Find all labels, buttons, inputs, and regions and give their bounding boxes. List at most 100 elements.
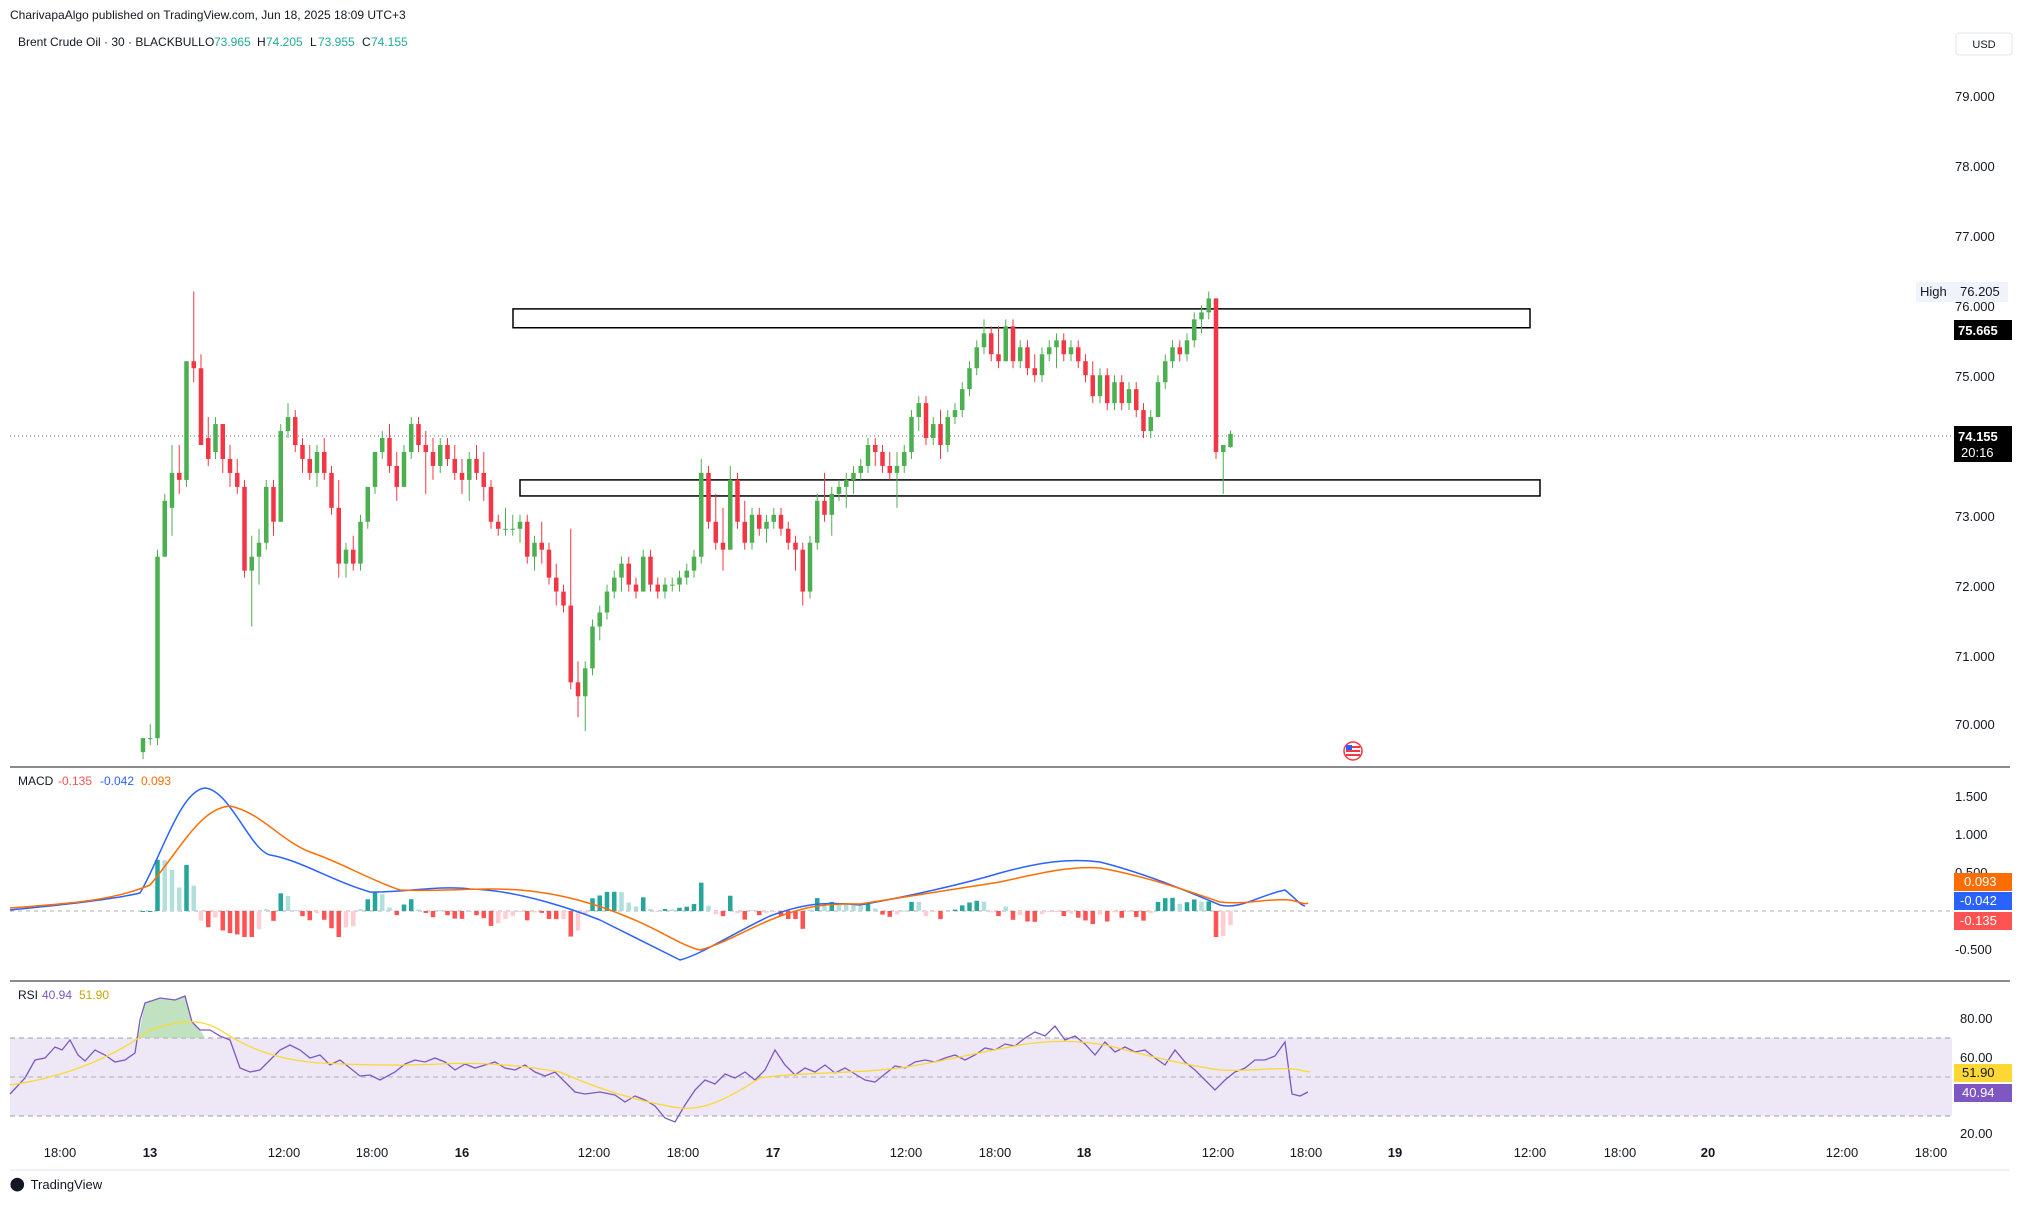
macd-hist-bar [844,904,849,911]
candle-body [938,424,943,445]
candle-body [409,424,414,452]
macd-hist-bar [575,911,581,931]
rsi-fill-over [138,996,205,1038]
time-tick-label: 18 [1077,1145,1091,1160]
tradingview-logo[interactable]: ⬤ TradingView [10,1176,102,1192]
macd-hist-bar [967,902,972,911]
candle-body [1206,298,1211,313]
macd-hist-bar [1039,911,1045,914]
candle-body [974,347,979,369]
macd-hist-bar [314,911,320,914]
macd-hist-bar [1112,911,1117,913]
time-tick-label: 12:00 [1514,1145,1547,1160]
candle-body [641,556,646,592]
candle-body [1112,382,1117,404]
candle-body [503,528,508,530]
candle-body [336,507,341,564]
macd-hist-bar [1018,911,1023,916]
zone-box [512,308,1531,329]
time-tick-label: 18:00 [979,1145,1012,1160]
high-value: 74.205 [266,35,303,49]
macd-hist-bar [1047,911,1052,913]
macd-signal-line [9,805,1309,951]
macd-legend-hist: -0.135 [58,774,92,788]
rsi-legend-ma: 51.90 [79,988,109,1002]
zone-box [519,479,1541,497]
time-tick-label: 17 [766,1145,780,1160]
candle-body [155,556,160,739]
time-axis-layer: 18:00 13 12:00 18:00 16 12:00 18:00 17 12:00 18:0… [44,1145,1948,1160]
candle-body [706,472,711,522]
candle-body [162,500,167,557]
candle-body [815,500,820,543]
open-label: O [205,35,214,49]
macd-hist-bar [1163,898,1168,911]
macd-hist-bar [699,882,704,911]
candle-body [786,528,791,543]
candle-body [655,584,660,592]
macd-hist-bar [546,911,552,919]
candle-body [800,549,805,592]
macd-hist-bar [423,911,428,913]
macd-hist-bar [510,911,515,916]
rsi-ma-tag [1954,1064,2012,1082]
macd-hist-bar [626,902,631,911]
candle-body [554,577,559,592]
macd-legend-signal: 0.093 [141,774,171,788]
macd-hist-bar [1148,911,1153,914]
candle-body [220,424,225,459]
price-tick-label: 78.000 [1955,159,1995,174]
zones-layer [512,308,1541,497]
candle-body [699,472,704,557]
candle-body [829,493,834,515]
candle-body [213,424,218,452]
macd-hist-bar [169,869,175,911]
time-tick-label: 12:00 [1202,1145,1235,1160]
candle-body [836,486,842,494]
macd-hist-bar [1228,911,1233,926]
macd-hist-bar [960,905,965,911]
macd-hist-bar [1141,911,1146,921]
candle-body [532,542,537,557]
candle-body [735,479,740,522]
candle-body [996,354,1001,362]
us-flag-event-icon[interactable] [1343,741,1363,761]
macd-hist-bar [996,911,1001,917]
candle-body [1184,340,1190,355]
candle-body [474,458,479,473]
macd-hist-bar [198,911,204,921]
candles-layer [140,291,1233,760]
macd-legend-name: MACD [18,774,54,788]
candle-body [633,584,639,592]
level-tag [1954,320,2012,340]
candle-body [177,472,182,480]
candle-body [1076,347,1081,362]
macd-hist-bar [568,911,573,937]
macd-hist-bar [213,911,218,918]
candle-body [358,521,363,564]
macd-hist-bar [677,907,682,911]
macd-hist-bar [916,901,921,911]
macd-hist-bar [749,910,755,912]
candle-body [401,451,407,487]
macd-hist-bar [735,911,740,914]
macd-hist-bar [416,909,421,911]
macd-hist-bar [1054,911,1059,912]
candle-body [1170,347,1175,362]
macd-hist-bar [322,911,327,920]
time-tick-label: 13 [143,1145,157,1160]
macd-hist-bar [902,910,907,912]
macd-hist-bar [401,904,407,911]
macd-hist-bar [140,911,146,912]
candle-body [902,451,907,466]
currency-button[interactable] [1955,32,2013,56]
macd-hist-bar [706,905,711,911]
macd-hist-bar [358,909,363,911]
macd-hist-bar [829,901,834,911]
macd-hist-bar [1090,911,1095,925]
candle-body [1025,347,1030,369]
macd-hist-bar [597,895,602,911]
last-price-value: 74.155 [1958,429,1998,444]
